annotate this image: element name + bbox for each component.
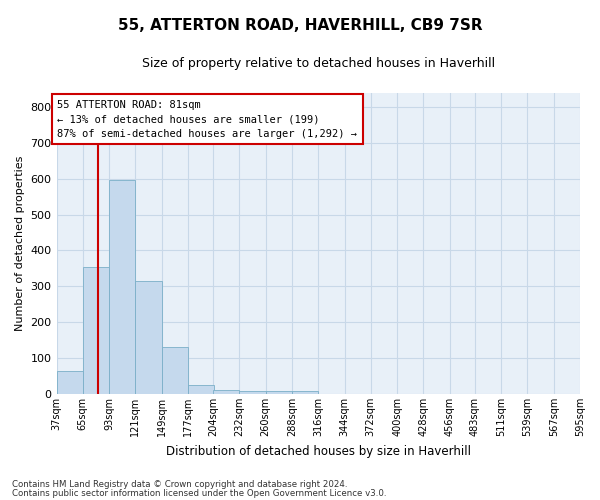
Bar (83, 266, 109, 394)
Bar (266, 391, 292, 394)
Bar (109, 180, 136, 394)
Title: Size of property relative to detached houses in Haverhill: Size of property relative to detached ho… (142, 58, 495, 70)
Bar (136, 281, 161, 394)
X-axis label: Distribution of detached houses by size in Haverhill: Distribution of detached houses by size … (166, 444, 471, 458)
Bar (292, 391, 318, 394)
Bar (161, 348, 188, 394)
Bar (213, 390, 239, 394)
Text: Contains public sector information licensed under the Open Government Licence v3: Contains public sector information licen… (12, 488, 386, 498)
Text: 55, ATTERTON ROAD, HAVERHILL, CB9 7SR: 55, ATTERTON ROAD, HAVERHILL, CB9 7SR (118, 18, 482, 32)
Y-axis label: Number of detached properties: Number of detached properties (15, 156, 25, 331)
Bar (239, 391, 266, 394)
Bar (188, 385, 214, 394)
Bar (56, 370, 83, 394)
Text: 55 ATTERTON ROAD: 81sqm
← 13% of detached houses are smaller (199)
87% of semi-d: 55 ATTERTON ROAD: 81sqm ← 13% of detache… (58, 100, 358, 140)
Text: Contains HM Land Registry data © Crown copyright and database right 2024.: Contains HM Land Registry data © Crown c… (12, 480, 347, 489)
